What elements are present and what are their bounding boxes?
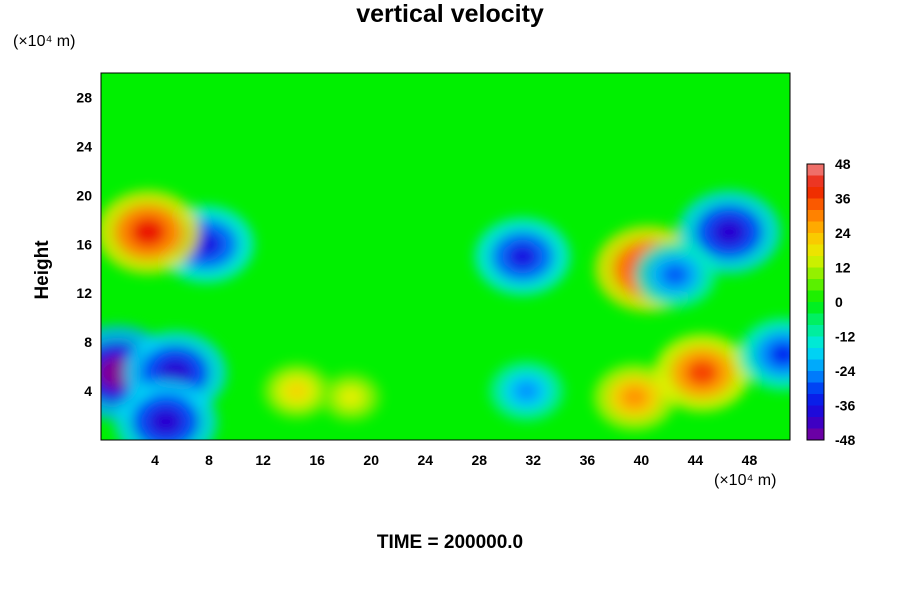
y-tick-labels: 4 8 12 16 20 24 28 — [76, 89, 92, 399]
colorbar-tick-label: -24 — [835, 363, 855, 379]
colorbar-tick-label: -12 — [835, 329, 855, 345]
colorbar-segment — [807, 198, 824, 211]
field-feature-core — [285, 381, 309, 401]
x-tick-label: 24 — [417, 452, 433, 468]
x-tick-label: 8 — [205, 452, 213, 468]
time-label: TIME = 200000.0 — [376, 532, 524, 553]
colorbar-segment — [807, 164, 824, 176]
colorbar-segment — [807, 394, 824, 406]
x-tick-label: 16 — [309, 452, 325, 468]
field-feature-core — [685, 359, 719, 387]
field-feature-core — [340, 388, 362, 406]
colorbar-segment — [807, 221, 824, 234]
colorbar-segment — [807, 175, 824, 188]
y-tick-label: 24 — [76, 138, 92, 154]
colorbar-segment — [807, 428, 824, 441]
colorbar-segment — [807, 313, 824, 326]
y-tick-label: 28 — [76, 89, 92, 105]
x-tick-labels: 4 8 12 16 20 24 28 32 36 40 44 48 — [151, 452, 757, 468]
y-tick-label: 12 — [76, 285, 92, 301]
field-feature-core — [768, 341, 790, 367]
field-feature-core — [513, 380, 540, 402]
colorbar-tick-label: -48 — [835, 432, 855, 448]
field-feature-core — [661, 263, 690, 287]
colorbar-segment — [807, 290, 824, 303]
y-tick-label: 20 — [76, 187, 92, 203]
x-tick-label: 40 — [634, 452, 650, 468]
colorbar-segment — [807, 359, 824, 372]
plot-frame — [100, 72, 791, 441]
colorbar-tick-label: 12 — [835, 260, 851, 276]
x-tick-label: 20 — [363, 452, 379, 468]
colorbar-segment — [807, 417, 824, 429]
colorbar-segment — [807, 244, 824, 257]
colorbar-tick-label: 48 — [835, 156, 851, 172]
y-tick-label: 8 — [84, 334, 92, 350]
colorbar-tick-label: 0 — [835, 294, 843, 310]
colorbar-segment — [807, 382, 824, 395]
colorbar-segment — [807, 336, 824, 349]
x-tick-label: 36 — [580, 452, 596, 468]
field-feature-core — [506, 243, 539, 270]
field-feature-core — [711, 217, 747, 247]
field-feature-core — [157, 358, 193, 388]
colorbar-segment — [807, 405, 824, 418]
x-tick-label: 32 — [526, 452, 542, 468]
x-tick-label: 48 — [742, 452, 758, 468]
colorbar-segment — [807, 371, 824, 383]
colorbar-segment — [807, 187, 824, 199]
colorbar-segment — [807, 279, 824, 291]
x-tick-label: 28 — [471, 452, 487, 468]
chart-title: vertical velocity — [356, 0, 544, 28]
colorbar-segment — [807, 267, 824, 280]
x-tick-label: 44 — [688, 452, 704, 468]
field-feature-core — [130, 217, 166, 247]
x-axis-unit: (×10⁴ m) — [714, 472, 777, 489]
colorbar-segment — [807, 210, 824, 222]
colorbar-segment — [807, 348, 824, 360]
colorbar-frame — [806, 163, 825, 441]
colorbar-tick-label: -36 — [835, 398, 855, 414]
y-axis-unit: (×10⁴ m) — [13, 33, 76, 50]
x-tick-label: 12 — [255, 452, 271, 468]
field-area — [101, 73, 790, 440]
colorbar-segment — [807, 256, 824, 268]
colorbar-segment — [807, 302, 824, 314]
colorbar-segment — [807, 233, 824, 245]
colorbar-tick-label: 36 — [835, 191, 851, 207]
colorbar: 48 36 24 12 0 -12 -24 -36 -48 — [806, 156, 855, 448]
y-tick-label: 4 — [84, 383, 92, 399]
field-feature-core — [620, 385, 649, 409]
field-feature-core — [148, 407, 184, 437]
x-tick-label: 4 — [151, 452, 159, 468]
colorbar-segment — [807, 325, 824, 337]
y-tick-label: 16 — [76, 236, 92, 252]
colorbar-tick-label: 24 — [835, 225, 851, 241]
